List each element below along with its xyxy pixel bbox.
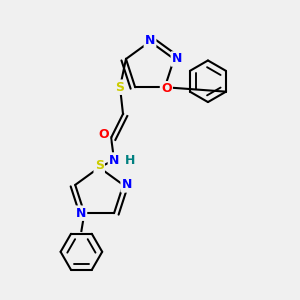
- Text: N: N: [122, 178, 132, 191]
- Text: N: N: [145, 34, 155, 46]
- Text: N: N: [76, 207, 86, 220]
- Text: O: O: [161, 82, 172, 95]
- Text: N: N: [172, 52, 182, 65]
- Text: S: S: [116, 81, 124, 94]
- Text: N: N: [109, 154, 119, 166]
- Text: H: H: [125, 154, 136, 166]
- Text: S: S: [95, 160, 104, 172]
- Text: O: O: [98, 128, 109, 141]
